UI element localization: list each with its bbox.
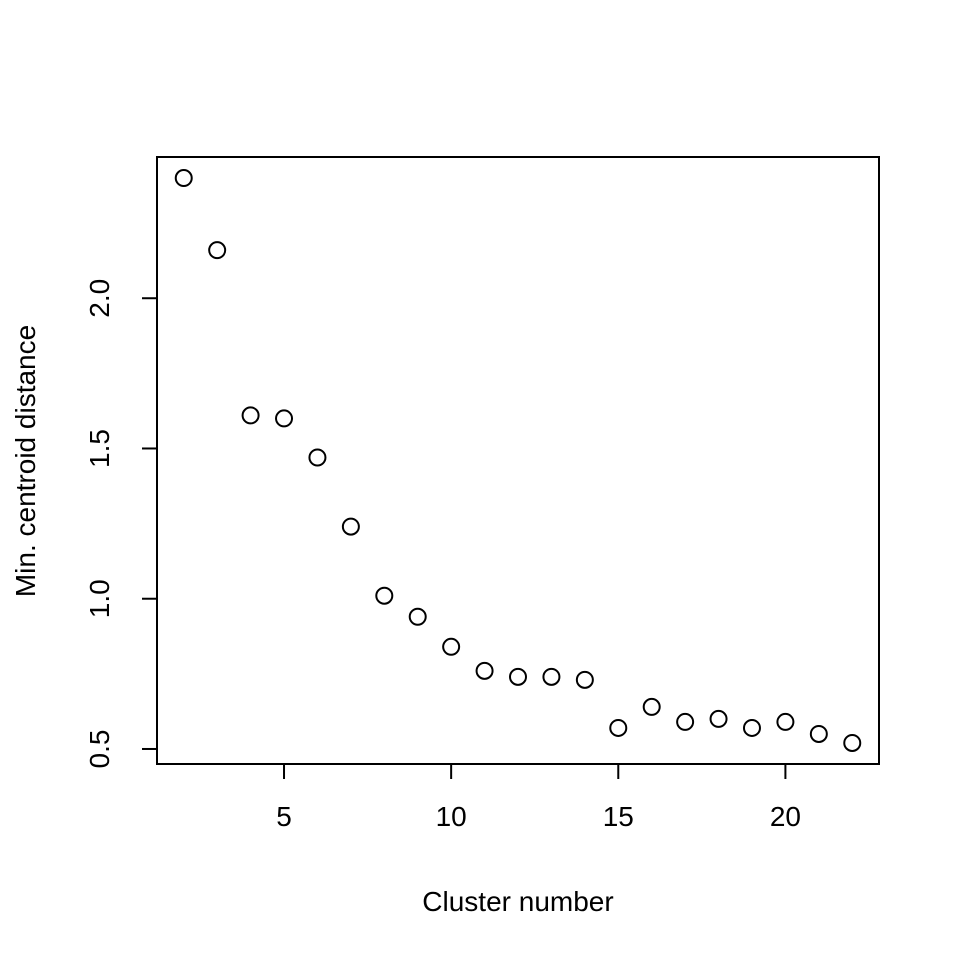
data-points <box>174 169 862 752</box>
data-point <box>542 667 561 686</box>
data-point <box>275 409 294 428</box>
data-point <box>241 406 260 425</box>
data-point <box>509 667 527 686</box>
data-point <box>174 169 193 188</box>
data-point <box>809 724 828 743</box>
data-point <box>408 607 427 626</box>
x-axis-title: Cluster number <box>422 886 613 917</box>
data-point <box>308 448 327 467</box>
y-axis: 0.5 1.0 1.5 2.0 <box>84 279 158 769</box>
x-tick-label: 5 <box>276 801 292 832</box>
y-tick-label: 1.5 <box>84 429 115 468</box>
data-point <box>676 712 695 731</box>
y-tick-label: 1.0 <box>84 579 115 618</box>
data-point <box>208 241 227 260</box>
x-axis: 5 10 15 20 <box>276 763 801 832</box>
y-tick-label: 0.5 <box>84 730 115 769</box>
data-point <box>709 709 728 728</box>
x-tick-label: 10 <box>436 801 467 832</box>
plot-frame <box>156 156 880 765</box>
data-point <box>642 697 661 716</box>
data-point <box>575 670 594 689</box>
data-point <box>776 712 795 731</box>
y-tick-label: 2.0 <box>84 279 115 318</box>
data-point <box>341 517 360 536</box>
data-point <box>475 661 494 680</box>
x-tick-label: 15 <box>603 801 634 832</box>
data-point <box>375 586 394 605</box>
x-tick-label: 20 <box>770 801 801 832</box>
data-point <box>609 718 628 737</box>
data-point <box>742 718 761 737</box>
data-point <box>442 637 461 656</box>
y-axis-title: Min. centroid distance <box>10 325 41 597</box>
data-point <box>843 733 862 752</box>
